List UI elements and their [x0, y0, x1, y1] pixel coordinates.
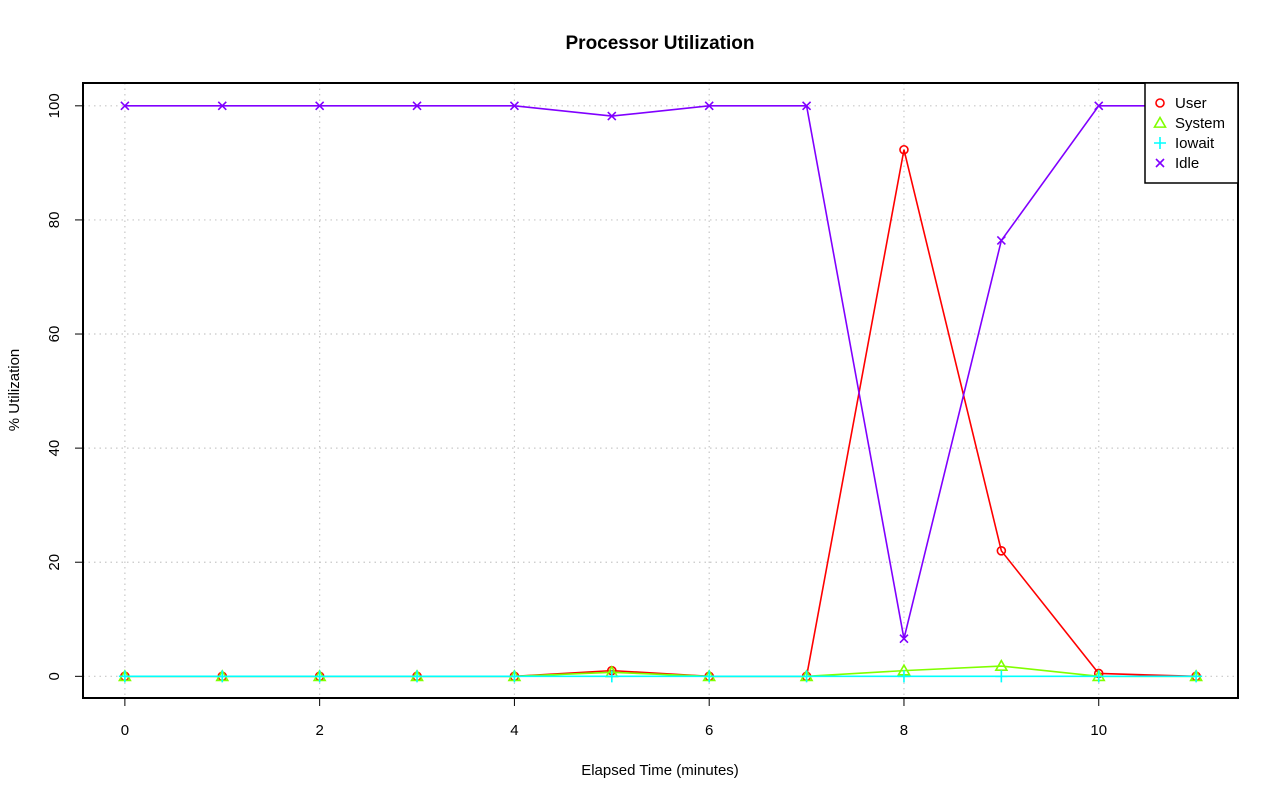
legend-marker-user — [1155, 98, 1165, 108]
data-point-system — [994, 658, 1009, 671]
data-point-iowait — [313, 670, 326, 683]
y-tick-label: 40 — [46, 440, 63, 457]
x-tick-label: 8 — [900, 722, 908, 739]
y-tick-label: 0 — [46, 672, 63, 680]
legend-label-idle: Idle — [1175, 155, 1199, 172]
series-line-user — [124, 149, 1197, 678]
series-layer — [117, 101, 1204, 683]
series-iowait — [118, 670, 1203, 683]
legend: User System Iowait Idle — [1144, 82, 1239, 184]
data-point-iowait — [897, 670, 910, 683]
x-tick-label: 0 — [121, 722, 129, 739]
data-point-iowait — [216, 670, 229, 683]
x-tick-label: 6 — [705, 722, 713, 739]
data-point-idle — [996, 235, 1006, 246]
y-tick-label: 20 — [46, 554, 63, 571]
series-idle — [120, 101, 1201, 644]
legend-label-system: System — [1175, 115, 1225, 132]
y-tick-label: 60 — [46, 326, 63, 343]
data-point-iowait — [118, 670, 131, 683]
legend-label-user: User — [1175, 95, 1207, 112]
chart-title: Processor Utilization — [566, 33, 755, 54]
data-point-idle — [704, 101, 714, 111]
series-line-system — [124, 665, 1197, 678]
y-tick-label: 100 — [46, 93, 63, 118]
x-axis-label: Elapsed Time (minutes) — [581, 762, 739, 779]
data-point-user — [899, 144, 909, 155]
data-point-iowait — [1092, 670, 1105, 683]
series-system — [117, 658, 1204, 682]
data-point-idle — [899, 634, 909, 644]
y-tick-label: 80 — [46, 212, 63, 229]
data-point-iowait — [800, 670, 813, 683]
data-point-idle — [607, 111, 617, 121]
data-point-idle — [217, 101, 227, 111]
legend-marker-idle — [1155, 158, 1165, 168]
data-point-user — [996, 546, 1007, 556]
data-point-idle — [315, 101, 325, 111]
x-tick-label: 4 — [510, 722, 518, 739]
y-axis-label: % Utilization — [6, 349, 23, 432]
legend-marker-system — [1153, 115, 1167, 128]
y-axis: 0 20 40 60 80 100 — [46, 93, 83, 680]
series-line-idle — [124, 105, 1197, 639]
plot-frame — [82, 82, 1239, 699]
x-tick-label: 2 — [315, 722, 323, 739]
series-user — [120, 144, 1201, 682]
data-point-idle — [1094, 101, 1104, 111]
data-point-iowait — [411, 670, 424, 683]
data-point-iowait — [995, 670, 1008, 683]
data-point-idle — [509, 101, 519, 111]
data-point-iowait — [703, 670, 716, 683]
grid-lines — [83, 83, 1238, 698]
data-point-iowait — [605, 670, 618, 683]
data-point-idle — [120, 101, 130, 111]
legend-label-iowait: Iowait — [1175, 135, 1215, 152]
x-axis: 0 2 4 6 8 10 — [121, 698, 1107, 739]
legend-marker-iowait — [1154, 137, 1166, 149]
data-point-idle — [412, 101, 422, 111]
data-point-iowait — [508, 670, 521, 683]
data-point-iowait — [1190, 670, 1203, 683]
x-tick-label: 10 — [1090, 722, 1107, 739]
data-point-idle — [802, 101, 812, 111]
